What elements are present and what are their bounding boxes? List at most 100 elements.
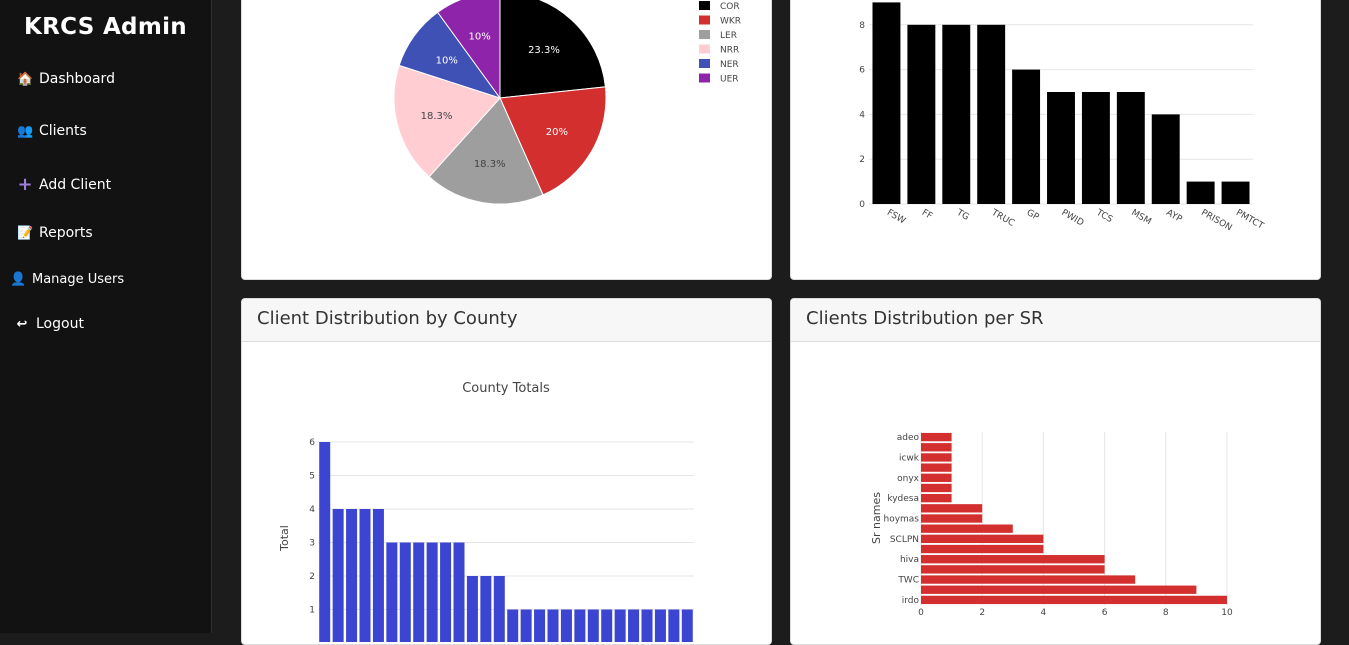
bar xyxy=(668,609,680,642)
sidebar: KRCS Admin 🏠 Dashboard 👥 Clients + Add C… xyxy=(0,0,212,633)
bar xyxy=(493,576,505,642)
x-tick-label: TCS xyxy=(1094,207,1115,225)
y-tick-label: 4 xyxy=(859,110,865,120)
bar xyxy=(641,609,653,642)
bar xyxy=(614,609,626,642)
x-tick-label: PMTCT xyxy=(1234,208,1265,232)
legend-swatch xyxy=(699,59,710,68)
bar xyxy=(574,609,586,642)
panel-region-pie: 23.3% 20% 18.3% 18.3% 10% 10% COR WKR LER NRR NER U… xyxy=(241,0,772,280)
bar xyxy=(534,609,546,642)
y-tick-label: 2 xyxy=(859,155,865,165)
bar xyxy=(1221,181,1250,204)
panel-header: Client Distribution by County xyxy=(242,299,771,342)
bar xyxy=(453,542,465,642)
y-tick-label: 4 xyxy=(309,505,315,515)
bar xyxy=(921,493,952,503)
x-tick-label: 2 xyxy=(979,608,985,618)
bar xyxy=(921,432,952,442)
pie-slice-label: 18.3% xyxy=(474,159,506,170)
bar xyxy=(560,609,572,642)
region-pie-chart: 23.3% 20% 18.3% 18.3% 10% 10% COR WKR LER NRR NER U… xyxy=(393,0,741,205)
nav-manage-users-label: Manage Users xyxy=(32,272,125,287)
bar xyxy=(1081,92,1110,204)
bar xyxy=(372,509,384,642)
bar xyxy=(507,609,519,642)
y-tick-label: SCLPN xyxy=(890,535,919,545)
bar xyxy=(921,463,952,472)
pie-slice xyxy=(428,97,544,205)
y-axis-label: Total xyxy=(278,525,291,552)
sr-bar-chart: Sr names 0 2 4 6 8 10 irdo TWC hiva SCLPN hoymas kyd… xyxy=(870,432,1233,618)
y-tick-label: 6 xyxy=(309,438,315,448)
bar xyxy=(921,555,1105,564)
nav-add-client[interactable]: + Add Client xyxy=(17,174,111,195)
bar xyxy=(1151,114,1180,204)
pie-slice-label: 18.3% xyxy=(421,111,453,122)
bar xyxy=(601,609,613,642)
bar xyxy=(547,609,559,642)
nav-reports[interactable]: 📝 Reports xyxy=(17,225,93,241)
nav-clients[interactable]: 👥 Clients xyxy=(17,123,87,139)
bar xyxy=(628,609,640,642)
bar xyxy=(346,509,358,642)
bar xyxy=(654,609,666,642)
pie-slice xyxy=(499,0,606,99)
bar xyxy=(907,24,936,204)
y-tick-label: irdo xyxy=(902,596,920,606)
bar xyxy=(520,609,532,642)
nav-manage-users[interactable]: 👤 Manage Users xyxy=(10,272,124,287)
brand-title: KRCS Admin xyxy=(24,14,187,40)
x-tick-label: 10 xyxy=(1221,608,1233,618)
bar xyxy=(921,473,952,482)
people-icon: 👥 xyxy=(17,123,34,139)
legend-swatch xyxy=(699,15,710,25)
panel-title: Clients Distribution per SR xyxy=(806,308,1044,329)
x-tick-label: FSW xyxy=(885,208,907,227)
bar xyxy=(921,514,983,523)
nav-dashboard[interactable]: 🏠 Dashboard xyxy=(17,71,115,87)
bar xyxy=(921,453,952,462)
bar xyxy=(921,534,1044,544)
legend-swatch xyxy=(699,30,710,39)
bar xyxy=(681,609,693,642)
nav-logout[interactable]: ↩ Logout xyxy=(14,316,84,332)
bar xyxy=(587,609,599,642)
y-tick-label: hiva xyxy=(900,555,919,565)
bar xyxy=(413,542,425,642)
panel-header: Clients Distribution per SR xyxy=(791,299,1320,342)
x-tick-label: 8 xyxy=(1163,608,1169,618)
county-bar-chart: County Totals Total 1 2 3 4 5 6 xyxy=(278,381,694,642)
category-bar-chart: 0 2 4 6 8 FSW FF TG TRUC GP PWID TCS MSM AYP PRISON PMT… xyxy=(859,2,1265,234)
panel-sr-distribution: Clients Distribution per SR Sr names 0 2 4 6… xyxy=(790,298,1321,645)
chart-title: County Totals xyxy=(462,381,550,396)
legend-swatch xyxy=(699,73,710,83)
x-tick-label: FF xyxy=(920,208,934,222)
panel-category-bar: 0 2 4 6 8 FSW FF TG TRUC GP PWID TCS MSM AYP PRISON PMT… xyxy=(790,0,1321,280)
bar xyxy=(1047,92,1075,204)
y-tick-label: 8 xyxy=(859,21,865,31)
house-icon: 🏠 xyxy=(17,71,34,87)
bar xyxy=(872,2,901,205)
y-axis-label: Sr names xyxy=(870,492,883,544)
bar xyxy=(466,576,478,642)
x-tick-label: PRISON xyxy=(1199,208,1233,234)
x-tick-label: MSM xyxy=(1129,208,1152,227)
pie-slice xyxy=(436,0,501,100)
bar xyxy=(1116,92,1145,204)
y-tick-label: TWC xyxy=(897,576,919,586)
y-tick-label: adeo xyxy=(897,433,920,443)
bar xyxy=(426,542,438,642)
nav-clients-label: Clients xyxy=(39,123,87,139)
legend-label: WKR xyxy=(720,17,741,27)
y-tick-label: hoymas xyxy=(883,515,919,525)
nav-dashboard-label: Dashboard xyxy=(39,71,115,87)
bar xyxy=(921,585,1197,594)
bar xyxy=(977,24,1006,204)
pie-slice-label: 10% xyxy=(436,55,458,66)
bar xyxy=(386,542,398,642)
y-tick-label: 1 xyxy=(309,606,315,616)
legend-label: LER xyxy=(720,31,737,41)
legend-label: NRR xyxy=(720,46,739,56)
bar xyxy=(480,576,492,642)
